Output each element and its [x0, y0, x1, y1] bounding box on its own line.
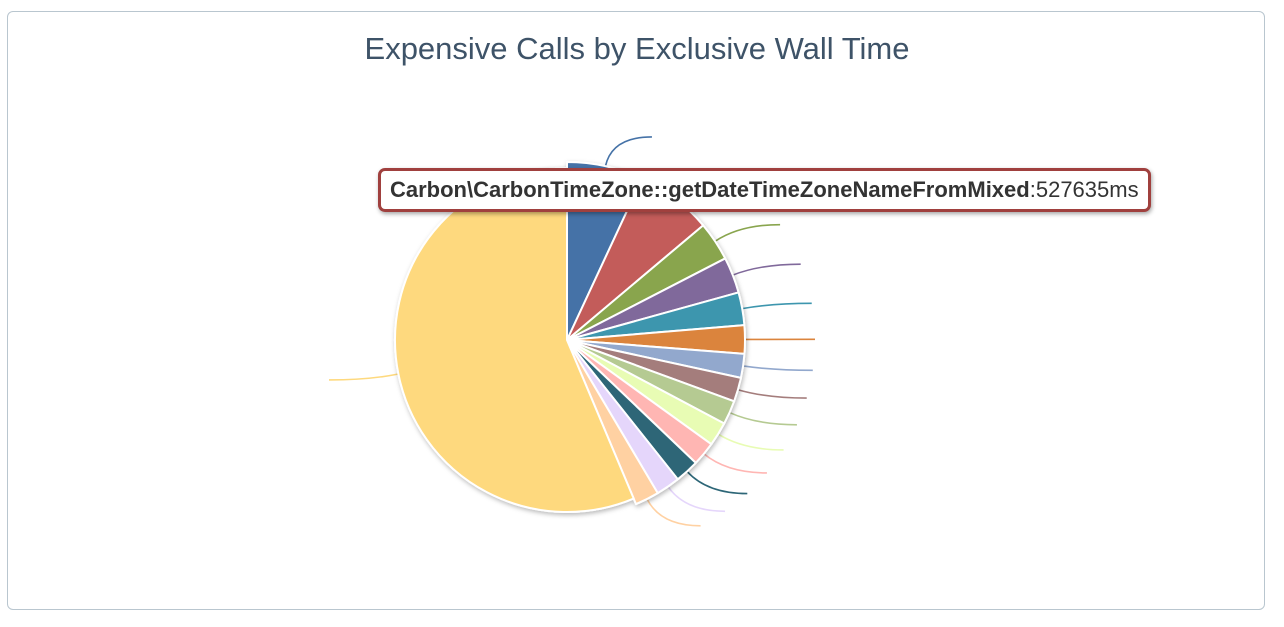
tooltip-value: 527635ms [1035, 177, 1139, 202]
slice-connector [703, 453, 767, 474]
slice-connector [646, 498, 701, 527]
slice-connector [717, 433, 784, 451]
slice-connector [737, 388, 807, 399]
tooltip-name: Carbon\CarbonTimeZone::getDateTimeZoneNa… [390, 177, 1030, 202]
slice-connector [686, 470, 748, 495]
pie-slices [394, 161, 746, 513]
slice-connector [742, 302, 812, 310]
slice-connector [732, 263, 801, 276]
slice-connector [729, 411, 797, 426]
slice-connector [328, 373, 399, 381]
slice-tooltip: Carbon\CarbonTimeZone::getDateTimeZoneNa… [378, 168, 1151, 212]
slice-connector [742, 365, 813, 372]
slice-connector [667, 486, 726, 513]
chart-title: Expensive Calls by Exclusive Wall Time [364, 31, 910, 66]
pie-slice[interactable] [566, 339, 659, 506]
slice-connector [604, 136, 652, 167]
slice-connector [714, 223, 781, 242]
connector-lines [328, 136, 815, 527]
tooltip-separator: : [1029, 177, 1036, 202]
